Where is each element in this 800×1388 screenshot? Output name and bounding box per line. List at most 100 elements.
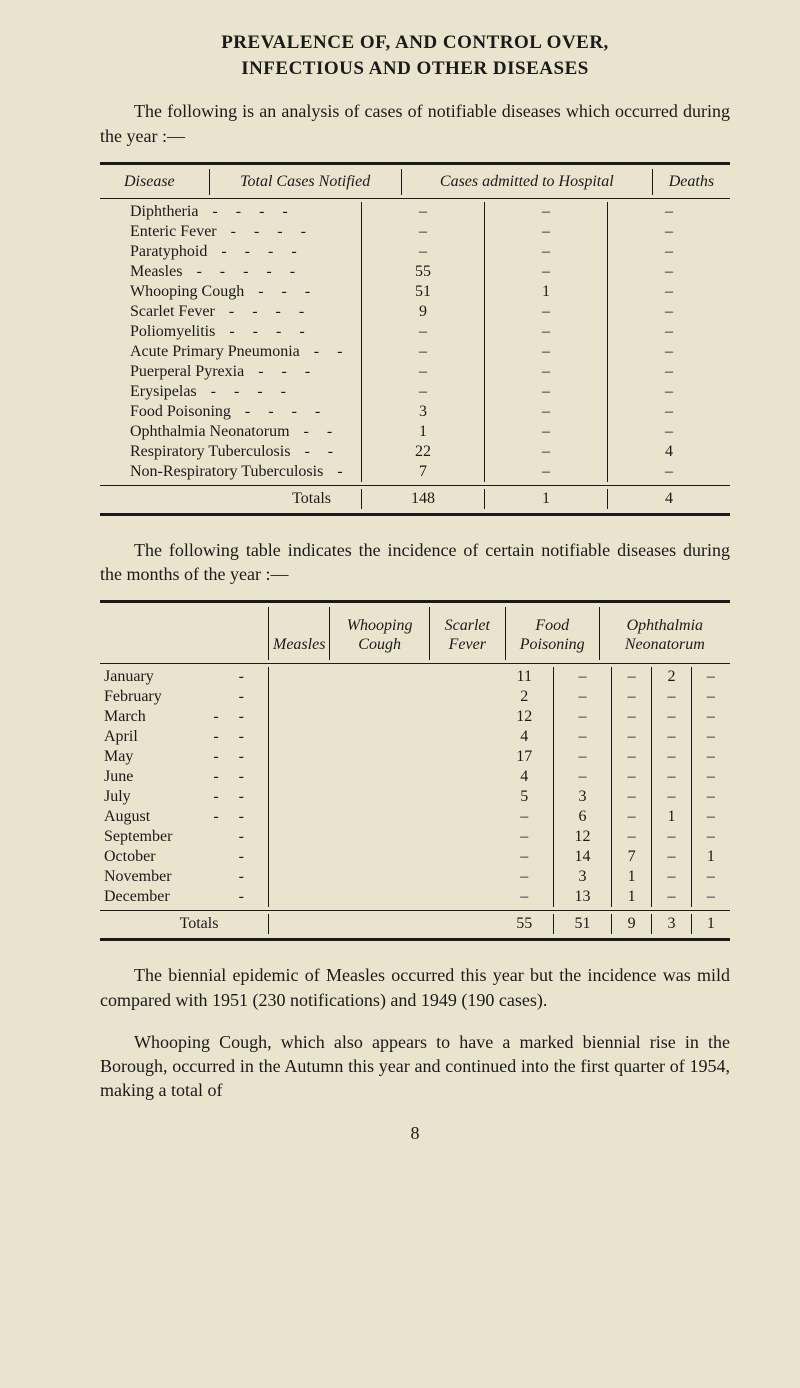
disease-cell: Whooping Cough--- — [100, 282, 362, 302]
whoop-cell: 14 — [553, 847, 612, 867]
para-whooping: Whooping Cough, which also appears to ha… — [100, 1030, 730, 1103]
table-row: Whooping Cough---511– — [100, 282, 730, 302]
table-row: Puerperal Pyrexia---––– — [100, 362, 730, 382]
whoop-cell: – — [553, 727, 612, 747]
admitted-cell: – — [485, 422, 608, 442]
measles-cell: 5 — [496, 787, 553, 807]
table-row: November-–31–– — [100, 867, 730, 887]
admitted-cell: – — [485, 262, 608, 282]
measles-cell: 4 — [496, 727, 553, 747]
month-name: February — [104, 688, 162, 706]
table-row: Respiratory Tuberculosis--22–4 — [100, 442, 730, 462]
month-cell: April-- — [100, 727, 269, 747]
page-number: 8 — [100, 1123, 730, 1144]
table-row: February-2–––– — [100, 687, 730, 707]
t1-h-deaths: Deaths — [652, 169, 730, 195]
table-row: Non-Respiratory Tuberculosis-7–– — [100, 462, 730, 482]
admitted-cell: – — [485, 242, 608, 262]
t2-totals-whoop: 51 — [553, 914, 612, 934]
mid-paragraph: The following table indicates the incide… — [100, 538, 730, 587]
month-name: March — [104, 708, 146, 726]
measles-cell: 4 — [496, 767, 553, 787]
scarlet-cell: – — [612, 787, 652, 807]
leader-dashes: - — [172, 828, 264, 846]
leader-dashes: ---- — [198, 203, 355, 221]
total-cases-cell: 7 — [362, 462, 485, 482]
t2-totals-row: Totals 55 51 9 3 1 — [100, 914, 730, 934]
disease-cell: Non-Respiratory Tuberculosis- — [100, 462, 362, 482]
table-row: October-–147–1 — [100, 847, 730, 867]
deaths-cell: – — [608, 262, 731, 282]
month-table-body: January-11––2–February-2––––March--12–––… — [100, 667, 730, 907]
title-line-1: PREVALENCE OF, AND CONTROL OVER, — [221, 32, 609, 53]
t1-h-total: Total Cases Notified — [209, 169, 401, 195]
leader-dashes: --- — [244, 283, 355, 301]
table-row: April--4–––– — [100, 727, 730, 747]
leader-dashes: -- — [146, 708, 264, 726]
food-cell: – — [652, 847, 692, 867]
t2-h-measles: Measles — [269, 607, 330, 660]
disease-cell: Scarlet Fever---- — [100, 302, 362, 322]
total-cases-cell: – — [362, 242, 485, 262]
leader-dashes: - — [323, 463, 355, 481]
t1-totals-row: Totals 148 1 4 — [100, 489, 730, 509]
leader-dashes: -- — [138, 728, 264, 746]
leader-dashes: ---- — [215, 303, 355, 321]
oph-cell: – — [691, 727, 730, 747]
month-cell: July-- — [100, 787, 269, 807]
whoop-cell: – — [553, 707, 612, 727]
total-cases-cell: 22 — [362, 442, 485, 462]
whoop-cell: 3 — [553, 867, 612, 887]
table-row: Enteric Fever----––– — [100, 222, 730, 242]
deaths-cell: – — [608, 242, 731, 262]
leader-dashes: ---- — [231, 403, 355, 421]
disease-name: Poliomyelitis — [106, 323, 215, 341]
food-cell: – — [652, 767, 692, 787]
disease-cell: Enteric Fever---- — [100, 222, 362, 242]
scarlet-cell: – — [612, 687, 652, 707]
measles-cell: – — [496, 887, 553, 907]
total-cases-cell: – — [362, 222, 485, 242]
month-name: April — [104, 728, 138, 746]
month-name: November — [104, 868, 172, 886]
disease-name: Enteric Fever — [106, 223, 217, 241]
t2-totals-label-cell: Totals — [100, 914, 269, 934]
total-cases-cell: 1 — [362, 422, 485, 442]
admitted-cell: – — [485, 322, 608, 342]
t2-h-month — [100, 607, 269, 660]
admitted-cell: – — [485, 342, 608, 362]
whoop-cell: 12 — [553, 827, 612, 847]
leader-dashes: - — [162, 688, 264, 706]
leader-dashes: ----- — [182, 263, 355, 281]
disease-cell: Food Poisoning---- — [100, 402, 362, 422]
deaths-cell: – — [608, 302, 731, 322]
oph-cell: – — [691, 767, 730, 787]
month-cell: December- — [100, 887, 269, 907]
deaths-cell: – — [608, 402, 731, 422]
t1-bottom-rule — [100, 513, 730, 516]
whoop-cell: – — [553, 747, 612, 767]
measles-cell: 12 — [496, 707, 553, 727]
food-cell: – — [652, 887, 692, 907]
month-name: August — [104, 808, 150, 826]
t2-totals-top-rule — [100, 910, 730, 911]
disease-name: Erysipelas — [106, 383, 197, 401]
disease-cell: Respiratory Tuberculosis-- — [100, 442, 362, 462]
total-cases-cell: – — [362, 202, 485, 222]
deaths-cell: 4 — [608, 442, 731, 462]
t1-totals-top-rule — [100, 485, 730, 486]
scarlet-cell: 1 — [612, 887, 652, 907]
disease-table-totals: Totals 148 1 4 — [100, 489, 730, 509]
deaths-cell: – — [608, 322, 731, 342]
oph-cell: – — [691, 887, 730, 907]
disease-name: Diphtheria — [106, 203, 198, 221]
title-line-2: INFECTIOUS AND OTHER DISEASES — [241, 58, 589, 79]
t2-h-whoop: Whooping Cough — [330, 607, 429, 660]
oph-cell: – — [691, 687, 730, 707]
oph-cell: – — [691, 827, 730, 847]
whoop-cell: 3 — [553, 787, 612, 807]
food-cell: – — [652, 867, 692, 887]
disease-name: Respiratory Tuberculosis — [106, 443, 290, 461]
t2-bottom-rule — [100, 938, 730, 941]
t2-totals-scarlet: 9 — [612, 914, 652, 934]
